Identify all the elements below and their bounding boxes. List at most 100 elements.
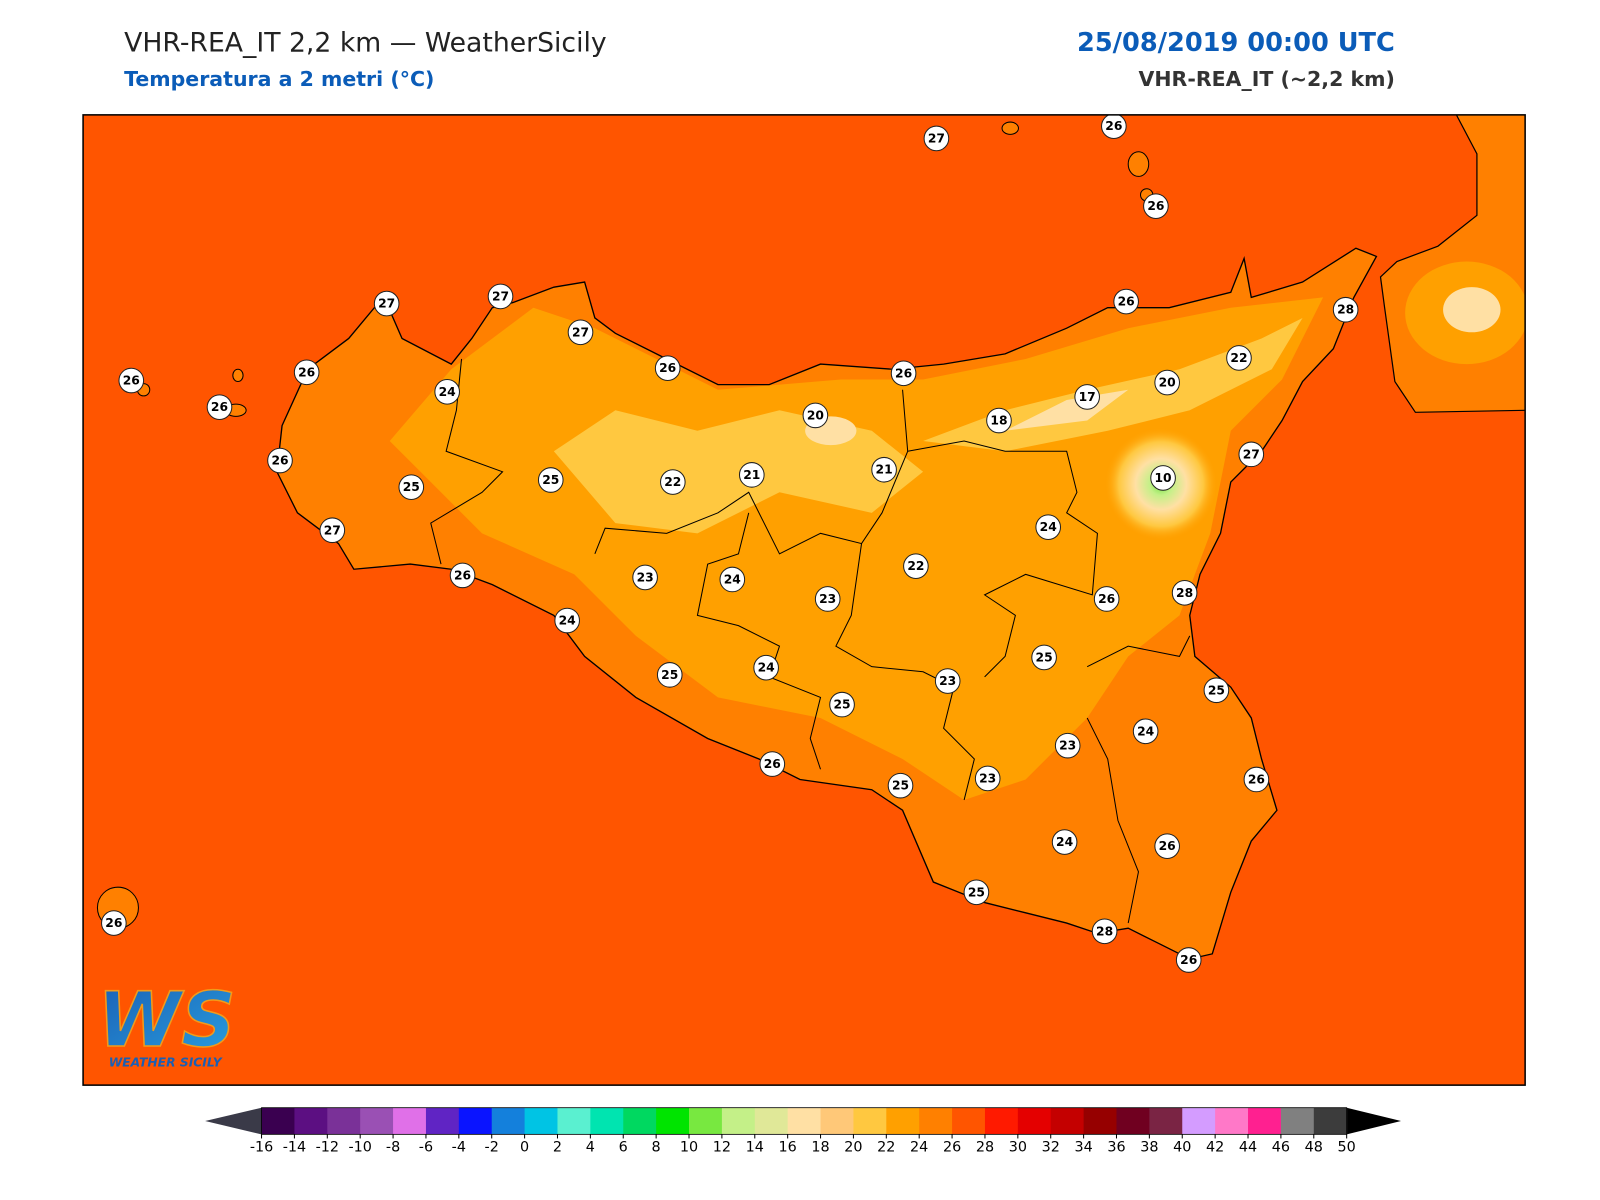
colorbar-segment: [425, 1107, 460, 1135]
station-value: 24: [758, 661, 775, 675]
station-value: 27: [928, 131, 945, 145]
station-value: 25: [1208, 683, 1225, 697]
colorbar-tick-label: 16: [779, 1140, 797, 1156]
station-marker: [1238, 441, 1265, 468]
station-marker: [1035, 514, 1062, 540]
station-value: 23: [939, 674, 956, 688]
station-marker: [449, 562, 476, 589]
colorbar-segment: [524, 1107, 558, 1135]
station-value: 22: [907, 559, 924, 573]
station-marker: [373, 290, 400, 317]
station: 25: [1031, 644, 1057, 671]
colorbar-segment: [886, 1107, 920, 1135]
colorbar-segment: [623, 1107, 657, 1135]
colorbar-tick-label: 42: [1206, 1140, 1224, 1156]
station-value: 26: [298, 365, 315, 379]
colorbar-tick-label: 8: [652, 1140, 661, 1156]
station: 25: [963, 879, 990, 906]
station-marker: [101, 910, 127, 936]
colorbar-tick-label: 48: [1305, 1140, 1323, 1156]
colorbar-tick-label: 36: [1107, 1140, 1125, 1156]
station-marker: [802, 402, 829, 429]
station-marker: [1132, 718, 1159, 745]
station-marker: [1051, 829, 1078, 855]
colorbar-tick-label: 26: [943, 1140, 961, 1156]
station: 28: [1091, 918, 1118, 945]
datetime: 25/08/2019 00:00 UTC: [1077, 28, 1395, 58]
station: 24: [1051, 829, 1078, 855]
station-marker: [1113, 288, 1139, 315]
station-marker: [829, 691, 855, 718]
colorbar-tick-label: 10: [680, 1140, 698, 1156]
island: [232, 368, 244, 383]
station-value: 28: [1096, 924, 1113, 938]
station-marker: [923, 125, 950, 152]
station-marker: [1054, 732, 1081, 759]
station-value: 25: [542, 473, 559, 487]
station-value: 26: [764, 757, 781, 771]
station-value: 24: [1056, 835, 1073, 849]
station-marker: [1243, 766, 1270, 793]
station-marker: [753, 654, 779, 681]
station-value: 25: [403, 480, 420, 494]
station: 25: [887, 772, 914, 799]
station: 27: [373, 290, 400, 317]
station: 27: [319, 517, 346, 544]
station: 20: [802, 402, 829, 429]
station-value: 26: [1248, 772, 1265, 786]
station-marker: [537, 467, 564, 493]
station: 27: [923, 125, 950, 152]
station-value: 23: [637, 570, 654, 584]
colorbar-tick-label: 18: [811, 1140, 829, 1156]
colorbar-tick-label: -8: [386, 1140, 400, 1156]
station: 26: [206, 394, 233, 420]
map-area: 27 26 26 27 27 27 26 26 26 24 26 25 27 26 25 22 21 20 21 26…: [83, 114, 1526, 1086]
station-value: 24: [1137, 724, 1154, 738]
colorbar-segment: [1313, 1107, 1348, 1135]
station-marker: [118, 367, 145, 394]
colorbar-tick-label: -16: [250, 1140, 273, 1156]
station-value: 25: [1036, 650, 1053, 664]
station-marker: [986, 407, 1012, 434]
station-marker: [738, 462, 765, 488]
station-marker: [1171, 580, 1198, 606]
border: [696, 512, 822, 770]
station-marker: [887, 772, 914, 799]
colorbar-tick-label: 6: [619, 1140, 628, 1156]
logo-mark: WS: [97, 976, 235, 1064]
colorbar-segment: [1182, 1107, 1216, 1135]
calabria-cool: [1443, 287, 1501, 333]
colorbar-segment: [261, 1107, 295, 1135]
station: 22: [1226, 345, 1252, 371]
colorbar-segment: [689, 1107, 723, 1135]
border: [835, 543, 975, 801]
station-marker: [567, 319, 594, 346]
border: [1086, 635, 1191, 924]
colorbar-segment: [557, 1107, 591, 1135]
station: 28: [1332, 296, 1359, 323]
station-value: 21: [876, 463, 893, 477]
station-marker: [1091, 918, 1118, 945]
province-borders: [430, 358, 1191, 924]
station: 26: [118, 367, 145, 394]
logo-name: WEATHER SICILY: [109, 1056, 223, 1070]
colorbar-tick-label: 14: [746, 1140, 764, 1156]
colorbar-tick-label: 30: [1009, 1140, 1027, 1156]
station: 21: [871, 456, 897, 483]
station-value: 27: [378, 297, 395, 311]
station-value: 24: [724, 572, 741, 586]
station: 23: [1054, 732, 1081, 759]
colorbar-segment: [458, 1107, 493, 1135]
subtitle: Temperatura a 2 metri (°C): [124, 67, 434, 91]
station-marker: [719, 566, 746, 593]
station: 28: [1171, 580, 1198, 606]
station: 23: [814, 586, 841, 612]
colorbar-segment: [853, 1107, 887, 1135]
station-value: 23: [1059, 739, 1076, 753]
station-marker: [1150, 465, 1176, 491]
station-marker: [1203, 677, 1230, 704]
station-marker: [1332, 296, 1359, 323]
colorbar-tick-label: 0: [520, 1140, 529, 1156]
colorbar-tick-label: 40: [1173, 1140, 1191, 1156]
